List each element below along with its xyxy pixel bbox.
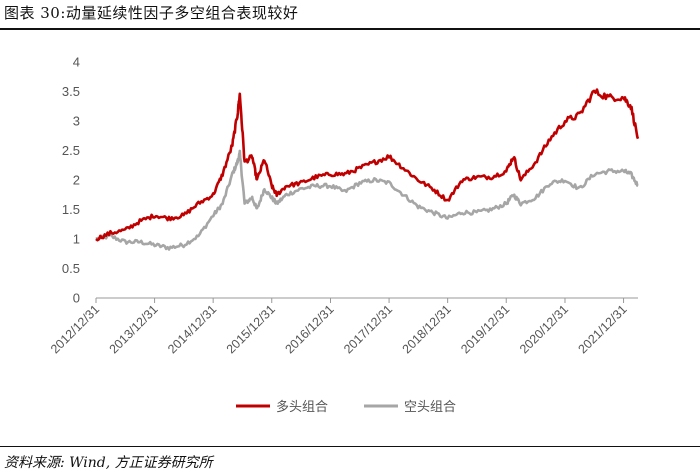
legend: 多头组合 空头组合 — [236, 399, 456, 415]
y-tick-label: 2.5 — [62, 143, 80, 158]
y-axis: 0 0.5 1 1.5 2 2.5 3 3.5 4 — [62, 55, 80, 306]
y-tick-label: 3.5 — [62, 84, 80, 99]
x-tick-label: 2021/12/31 — [576, 302, 630, 356]
x-tick-label: 2012/12/31 — [48, 302, 102, 356]
long-series-line — [95, 88, 640, 242]
line-chart: 00.511.522.533.54 2012/12/31 2013/12/31 20… — [48, 55, 640, 415]
y-tick-label: 4 — [73, 55, 80, 70]
y-tick-label: 0 — [73, 291, 80, 306]
series-layer — [95, 88, 640, 251]
x-tick-label: 2019/12/31 — [458, 302, 512, 356]
y-tick-label: 1.5 — [62, 202, 80, 217]
x-tick-label: 2015/12/31 — [224, 302, 278, 356]
y-tick-label: 2 — [73, 173, 80, 188]
x-axis: 2012/12/31 2013/12/31 2014/12/31 2015/12/31… — [48, 297, 638, 356]
x-tick-label: 2013/12/31 — [107, 302, 161, 356]
x-tick-label: 2014/12/31 — [165, 302, 219, 356]
chart-title: 图表 30:动量延续性因子多空组合表现较好 — [4, 4, 299, 22]
title-rule — [0, 28, 700, 30]
x-tick-label: 2020/12/31 — [517, 302, 571, 356]
x-tick-label: 2017/12/31 — [341, 302, 395, 356]
source-rule — [0, 446, 700, 447]
y-tick-label: 1 — [73, 232, 80, 247]
x-tick-label: 2018/12/31 — [400, 302, 454, 356]
short-series-line — [95, 149, 639, 251]
legend-label: 多头组合 — [276, 399, 328, 415]
y-tick-label: 0.5 — [62, 261, 80, 276]
legend-label: 空头组合 — [404, 400, 456, 415]
source-note: 资料来源: Wind, 方正证券研究所 — [4, 455, 213, 471]
x-tick-label: 2016/12/31 — [282, 302, 336, 356]
y-tick-label: 3 — [73, 114, 80, 129]
